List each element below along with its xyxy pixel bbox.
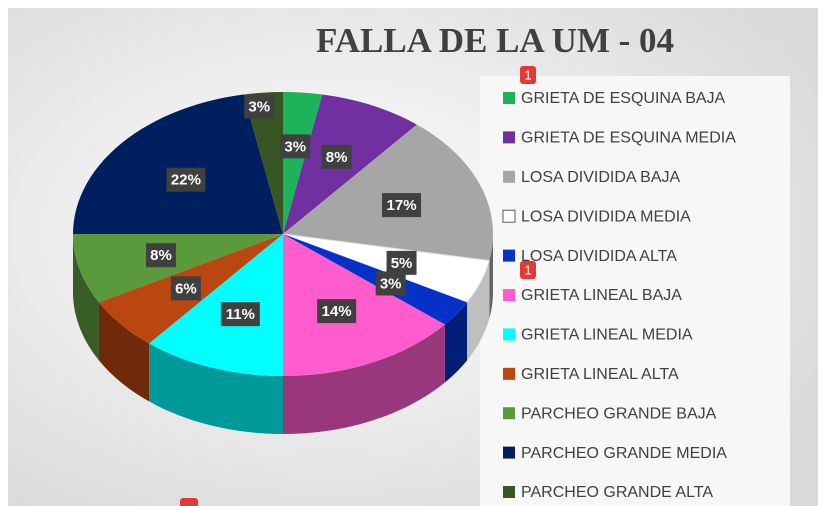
- data-label: 22%: [171, 172, 201, 189]
- legend-swatch: [503, 328, 515, 341]
- legend-label: GRIETA DE ESQUINA MEDIA: [521, 130, 736, 147]
- data-label: 3%: [380, 275, 402, 292]
- pie-side: [98, 302, 150, 402]
- data-label: 17%: [387, 197, 417, 214]
- data-label-box: [321, 144, 352, 169]
- pie-slice: [283, 124, 493, 261]
- data-label: 8%: [326, 149, 348, 166]
- legend: GRIETA DE ESQUINA BAJA GRIETA DE ESQUINA …: [502, 90, 736, 501]
- data-label: 11%: [226, 306, 255, 323]
- pie-slice: [283, 234, 445, 376]
- pie: 3%8%17%5%3%14%11%6%8%22%3%: [73, 92, 493, 434]
- legend-panel: [480, 76, 790, 506]
- badge-text: 1: [524, 262, 531, 277]
- legend-swatch: [503, 446, 515, 459]
- legend-swatch: [503, 92, 515, 104]
- legend-swatch: [503, 486, 515, 498]
- legend-label: LOSA DIVIDIDA MEDIA: [521, 208, 691, 225]
- pie-side: [73, 234, 99, 361]
- legend-swatch: [503, 249, 515, 262]
- legend-label: LOSA DIVIDIDA ALTA: [521, 248, 677, 265]
- data-label-box: [170, 276, 201, 301]
- legend-swatch: [503, 131, 515, 144]
- data-label: 6%: [175, 280, 197, 297]
- data-label-box: [386, 250, 417, 275]
- pie-slice: [149, 234, 283, 376]
- data-label-box: [166, 167, 206, 192]
- pie-slice: [73, 94, 283, 234]
- data-label: 14%: [322, 303, 352, 320]
- pie-side: [149, 343, 283, 434]
- legend-label: GRIETA DE ESQUINA BAJA: [521, 90, 726, 107]
- data-label: 5%: [391, 255, 413, 272]
- data-label-box: [317, 299, 357, 324]
- data-label-box: [244, 94, 275, 119]
- data-label-box: [382, 193, 422, 218]
- chart-title: FALLA DE LA UM - 04: [316, 21, 674, 60]
- pie-side: [467, 260, 490, 361]
- legend-swatch: [502, 209, 516, 223]
- badge: [520, 66, 536, 84]
- data-label-box: [220, 302, 260, 327]
- data-label-box: [145, 243, 176, 268]
- legend-label: PARCHEO GRANDE ALTA: [521, 484, 713, 501]
- badge-text: 1: [524, 67, 531, 82]
- legend-label: LOSA DIVIDIDA BAJA: [521, 169, 681, 186]
- legend-label: GRIETA LINEAL MEDIA: [521, 327, 693, 344]
- badge: [180, 498, 198, 506]
- data-label: 8%: [150, 247, 172, 264]
- pie-slice: [73, 234, 283, 303]
- pie-slice: [283, 92, 323, 234]
- pie-side: [444, 302, 468, 383]
- legend-label: PARCHEO GRANDE MEDIA: [521, 445, 727, 462]
- pie-slice: [243, 92, 283, 234]
- pie-side: [283, 324, 445, 434]
- data-label: 3%: [248, 98, 270, 115]
- pie-side: [489, 234, 493, 319]
- pie-slice: [282, 233, 490, 304]
- pie-slice: [283, 234, 468, 325]
- legend-swatch: [503, 170, 515, 183]
- legend-swatch: [503, 407, 515, 420]
- legend-label: GRIETA LINEAL BAJA: [521, 287, 682, 304]
- badge: [520, 261, 536, 279]
- legend-label: GRIETA LINEAL ALTA: [521, 366, 679, 383]
- legend-swatch: [503, 289, 515, 301]
- data-label-box: [375, 271, 406, 296]
- legend-label: PARCHEO GRANDE BAJA: [521, 405, 717, 422]
- data-label-box: [280, 134, 311, 159]
- data-label: 3%: [284, 138, 306, 155]
- legend-swatch: [503, 367, 515, 380]
